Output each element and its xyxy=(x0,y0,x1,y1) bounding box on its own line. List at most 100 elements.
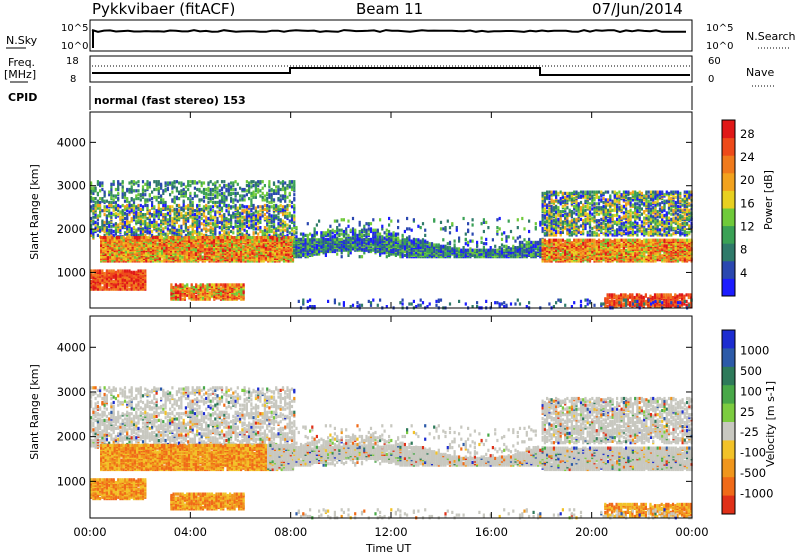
data-cell xyxy=(254,185,257,189)
data-cell xyxy=(236,191,239,195)
data-cell xyxy=(110,272,113,276)
data-cell xyxy=(224,283,227,287)
data-cell xyxy=(234,215,237,219)
data-cell xyxy=(464,248,467,252)
data-cell xyxy=(135,210,138,214)
data-cell xyxy=(96,203,99,208)
data-cell xyxy=(512,244,515,248)
data-cell xyxy=(284,214,287,218)
data-cell xyxy=(99,197,102,201)
data-cell xyxy=(173,180,176,184)
data-cell xyxy=(227,182,230,186)
data-cell xyxy=(126,227,129,231)
data-cell xyxy=(372,247,375,251)
data-cell xyxy=(148,198,151,202)
data-cell xyxy=(252,211,255,215)
data-cell xyxy=(146,210,149,214)
data-cell xyxy=(182,191,185,195)
cpid-row: CPID normal (fast stereo) 153 xyxy=(8,86,693,110)
data-cell xyxy=(408,252,411,256)
data-cell xyxy=(191,197,194,201)
data-cell xyxy=(286,233,289,237)
data-cell xyxy=(126,215,129,219)
data-cell xyxy=(243,205,246,209)
data-cell xyxy=(123,216,127,221)
data-cell xyxy=(173,195,176,199)
data-cell xyxy=(110,224,113,228)
data-cell xyxy=(192,243,195,247)
data-cell xyxy=(227,231,230,235)
data-cell xyxy=(236,182,239,186)
data-cell xyxy=(148,209,151,213)
data-cell xyxy=(218,184,221,188)
data-cell xyxy=(191,226,194,230)
data-cell xyxy=(496,248,499,252)
data-cell xyxy=(199,297,202,301)
data-cell xyxy=(194,236,197,240)
data-cell xyxy=(233,289,236,293)
data-cell xyxy=(261,232,264,236)
data-cell xyxy=(221,236,225,240)
data-cell xyxy=(196,181,199,185)
data-cell xyxy=(172,236,175,240)
data-cell xyxy=(336,248,339,252)
data-cell xyxy=(92,228,95,232)
data-cell xyxy=(195,289,198,293)
data-cell xyxy=(266,209,269,213)
data-cell xyxy=(214,190,217,194)
data-cell xyxy=(162,203,165,208)
data-cell xyxy=(133,236,137,240)
data-cell xyxy=(153,195,156,199)
data-cell xyxy=(277,207,280,211)
data-cell xyxy=(173,226,176,230)
data-cell xyxy=(229,297,232,301)
data-cell xyxy=(487,248,490,252)
data-cell xyxy=(160,207,163,211)
data-cell xyxy=(516,255,519,259)
data-cell xyxy=(521,240,524,244)
data-cell xyxy=(216,190,219,194)
data-cell xyxy=(345,238,348,242)
data-cell xyxy=(205,203,208,208)
data-cell xyxy=(187,203,190,208)
data-cell xyxy=(261,191,264,195)
data-cell xyxy=(153,180,156,184)
data-cell xyxy=(137,211,140,215)
data-cell xyxy=(182,214,185,218)
data-cell xyxy=(482,242,485,246)
data-cell xyxy=(227,203,230,208)
data-cell xyxy=(137,227,140,231)
data-cell xyxy=(225,184,228,188)
data-cell xyxy=(123,205,127,209)
data-cell xyxy=(216,193,219,197)
data-cell xyxy=(243,233,246,237)
data-cell xyxy=(160,233,163,237)
data-cell xyxy=(164,203,167,208)
data-cell xyxy=(158,256,161,260)
data-cell xyxy=(102,236,105,240)
data-cell xyxy=(117,286,120,290)
data-cell xyxy=(124,237,128,241)
data-cell xyxy=(268,182,271,186)
data-cell xyxy=(261,180,264,184)
data-cell xyxy=(191,200,194,205)
data-cell xyxy=(250,213,253,217)
data-cell xyxy=(151,200,154,205)
data-cell xyxy=(202,199,206,203)
data-cell xyxy=(263,216,266,221)
data-cell xyxy=(276,237,279,241)
data-cell xyxy=(268,180,271,184)
data-cell xyxy=(467,243,470,247)
data-cell xyxy=(94,286,97,290)
data-cell xyxy=(151,190,154,194)
data-cell xyxy=(108,193,111,197)
data-cell xyxy=(219,283,223,287)
data-cell xyxy=(99,206,102,210)
data-cell xyxy=(110,228,113,232)
data-cell xyxy=(521,252,524,256)
data-cell xyxy=(290,180,294,184)
data-cell xyxy=(135,194,138,198)
data-cell xyxy=(349,243,352,247)
data-cell xyxy=(232,191,235,195)
data-cell xyxy=(342,239,345,243)
